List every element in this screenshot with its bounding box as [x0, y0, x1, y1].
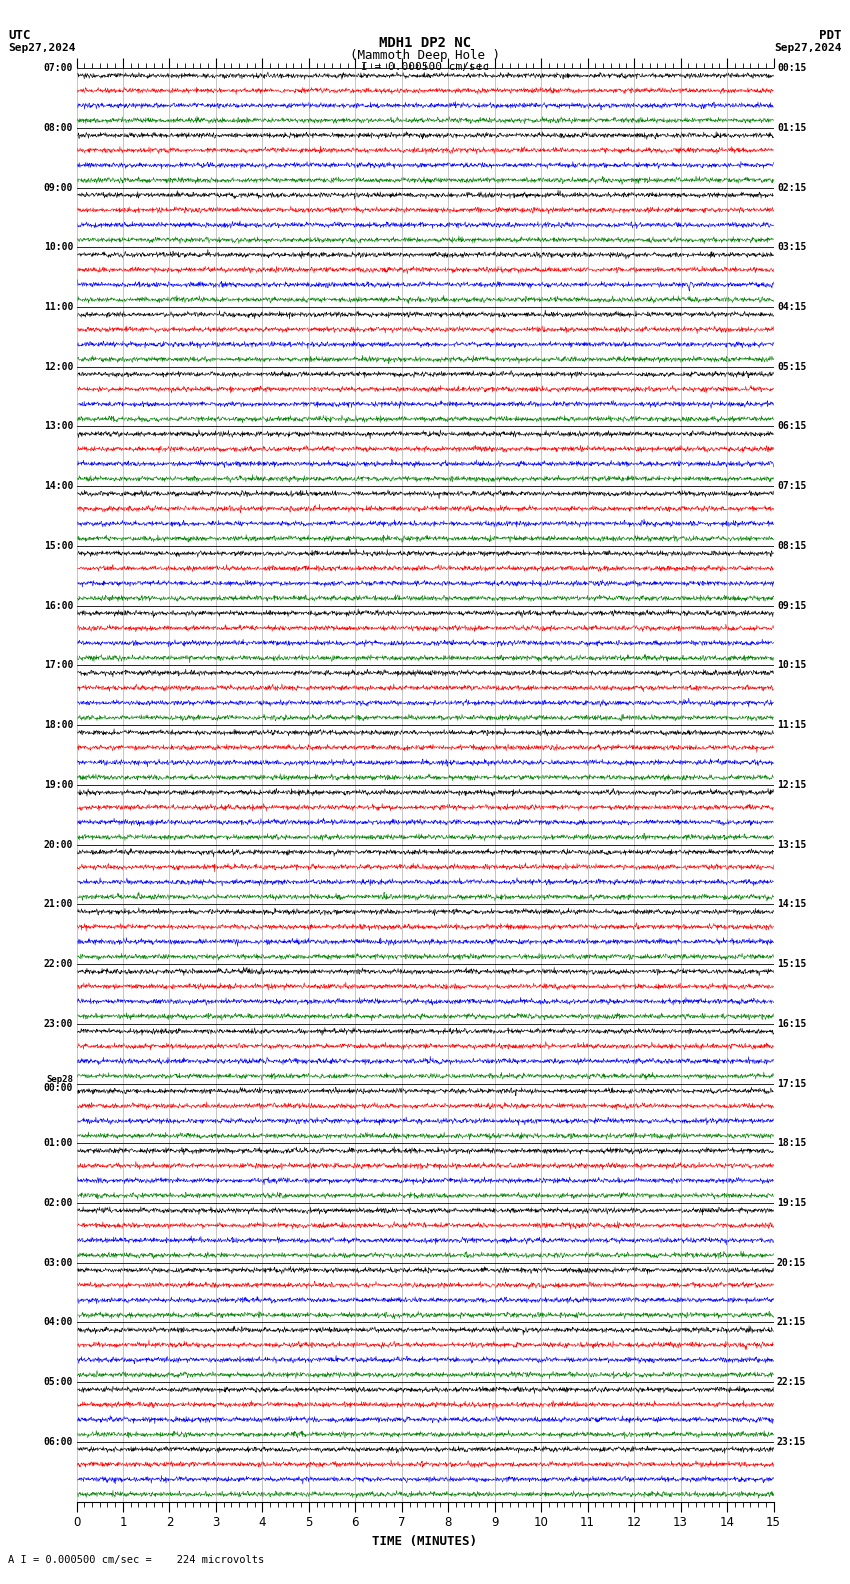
- Text: 08:00: 08:00: [43, 124, 73, 133]
- Text: 10:00: 10:00: [43, 242, 73, 252]
- Text: 05:15: 05:15: [777, 361, 807, 372]
- Text: 16:15: 16:15: [777, 1019, 807, 1028]
- Text: 20:15: 20:15: [777, 1258, 807, 1267]
- Text: 18:00: 18:00: [43, 721, 73, 730]
- Text: 18:15: 18:15: [777, 1139, 807, 1148]
- Text: 23:15: 23:15: [777, 1437, 807, 1446]
- Text: 19:15: 19:15: [777, 1198, 807, 1209]
- Text: 11:15: 11:15: [777, 721, 807, 730]
- Text: 21:00: 21:00: [43, 900, 73, 909]
- Text: A I = 0.000500 cm/sec =    224 microvolts: A I = 0.000500 cm/sec = 224 microvolts: [8, 1555, 264, 1565]
- Text: 13:15: 13:15: [777, 840, 807, 849]
- Text: PDT: PDT: [819, 29, 842, 41]
- Text: 02:00: 02:00: [43, 1198, 73, 1209]
- Text: 23:00: 23:00: [43, 1019, 73, 1028]
- Text: 22:00: 22:00: [43, 958, 73, 969]
- Text: 17:00: 17:00: [43, 661, 73, 670]
- Text: 03:00: 03:00: [43, 1258, 73, 1267]
- Text: 09:15: 09:15: [777, 600, 807, 611]
- Text: 09:00: 09:00: [43, 182, 73, 193]
- Text: UTC: UTC: [8, 29, 31, 41]
- Text: 02:15: 02:15: [777, 182, 807, 193]
- Text: 00:15: 00:15: [777, 63, 807, 73]
- Text: 14:00: 14:00: [43, 482, 73, 491]
- Text: 20:00: 20:00: [43, 840, 73, 849]
- Text: 13:00: 13:00: [43, 421, 73, 431]
- Text: 04:00: 04:00: [43, 1318, 73, 1327]
- Text: 00:00: 00:00: [43, 1083, 73, 1093]
- Text: 15:15: 15:15: [777, 958, 807, 969]
- Text: 04:15: 04:15: [777, 303, 807, 312]
- Text: 12:15: 12:15: [777, 779, 807, 790]
- Text: I = 0.000500 cm/sec: I = 0.000500 cm/sec: [361, 62, 489, 71]
- Text: 01:00: 01:00: [43, 1139, 73, 1148]
- Text: 08:15: 08:15: [777, 542, 807, 551]
- Text: Sep28: Sep28: [46, 1074, 73, 1083]
- Text: 06:15: 06:15: [777, 421, 807, 431]
- Text: 21:15: 21:15: [777, 1318, 807, 1327]
- Text: (Mammoth Deep Hole ): (Mammoth Deep Hole ): [350, 49, 500, 62]
- Text: 07:15: 07:15: [777, 482, 807, 491]
- X-axis label: TIME (MINUTES): TIME (MINUTES): [372, 1535, 478, 1548]
- Text: 14:15: 14:15: [777, 900, 807, 909]
- Text: 07:00: 07:00: [43, 63, 73, 73]
- Text: 19:00: 19:00: [43, 779, 73, 790]
- Text: 12:00: 12:00: [43, 361, 73, 372]
- Text: 17:15: 17:15: [777, 1079, 807, 1088]
- Text: Sep27,2024: Sep27,2024: [8, 43, 76, 52]
- Text: 11:00: 11:00: [43, 303, 73, 312]
- Text: 22:15: 22:15: [777, 1376, 807, 1388]
- Text: 01:15: 01:15: [777, 124, 807, 133]
- Text: 05:00: 05:00: [43, 1376, 73, 1388]
- Text: 16:00: 16:00: [43, 600, 73, 611]
- Text: Sep27,2024: Sep27,2024: [774, 43, 842, 52]
- Text: 10:15: 10:15: [777, 661, 807, 670]
- Text: 15:00: 15:00: [43, 542, 73, 551]
- Text: 03:15: 03:15: [777, 242, 807, 252]
- Text: 06:00: 06:00: [43, 1437, 73, 1446]
- Text: MDH1 DP2 NC: MDH1 DP2 NC: [379, 36, 471, 51]
